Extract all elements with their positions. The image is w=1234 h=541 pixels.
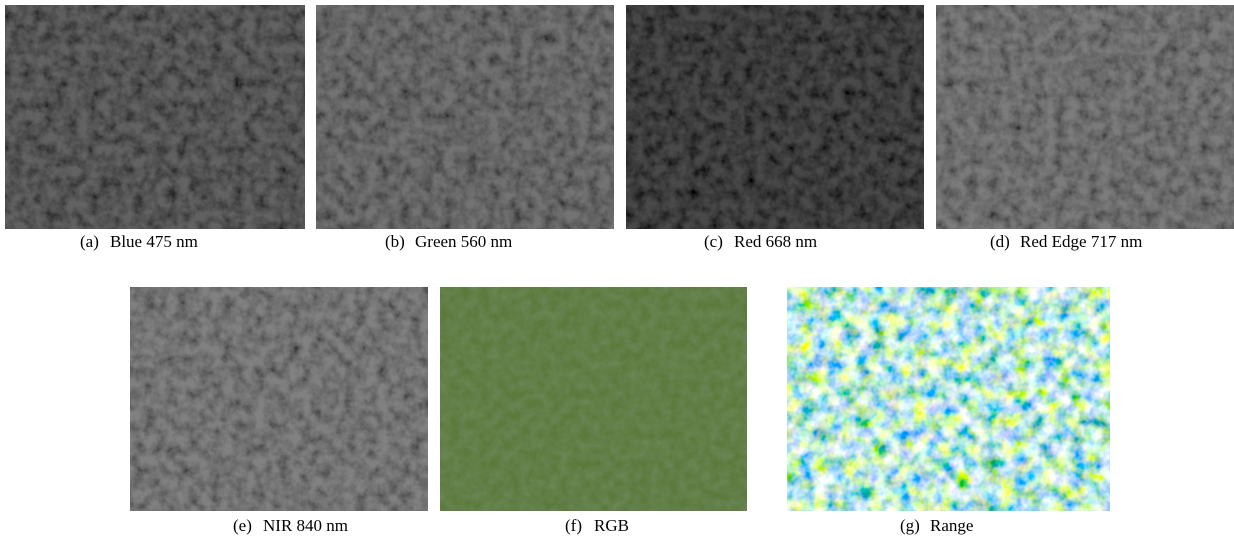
band-image-texture [316, 5, 614, 229]
panel-label: (d) [990, 232, 1010, 251]
panel-label: (c) [704, 232, 723, 251]
band-image-texture [130, 287, 428, 511]
band-image [626, 5, 924, 229]
image-row-2 [130, 287, 1110, 511]
panel-caption: Range [930, 516, 973, 535]
panel-label: (e) [233, 516, 252, 535]
panel-caption: NIR 840 nm [263, 516, 348, 535]
page: (a) Blue 475 nm (b) Green 560 nm (c) Red… [0, 0, 1234, 541]
panel-label: (a) [80, 232, 99, 251]
caption-row-2: (e) NIR 840 nm (f) RGB (g) Range [233, 516, 973, 535]
panel-label: Red 668 nm [734, 232, 817, 251]
band-image-texture [936, 5, 1234, 229]
caption-row-1: (a) Blue 475 nm (b) Green 560 nm (c) Red… [80, 232, 1142, 251]
panel-caption: Green 560 nm [415, 232, 512, 251]
image-row-1 [5, 5, 1234, 229]
panel-label: (b) [385, 232, 405, 251]
band-image-texture [5, 5, 305, 229]
range-image [787, 287, 1110, 511]
panel-label: (f) [565, 516, 582, 535]
panel-caption: Blue 475 nm [110, 232, 198, 251]
panel-caption: RGB [594, 516, 629, 535]
panel-label: (g) [900, 516, 920, 535]
panel-caption: Red Edge 717 nm [1020, 232, 1142, 251]
rgb-image [440, 287, 747, 511]
figure: (a) Blue 475 nm (b) Green 560 nm (c) Red… [0, 0, 1234, 541]
